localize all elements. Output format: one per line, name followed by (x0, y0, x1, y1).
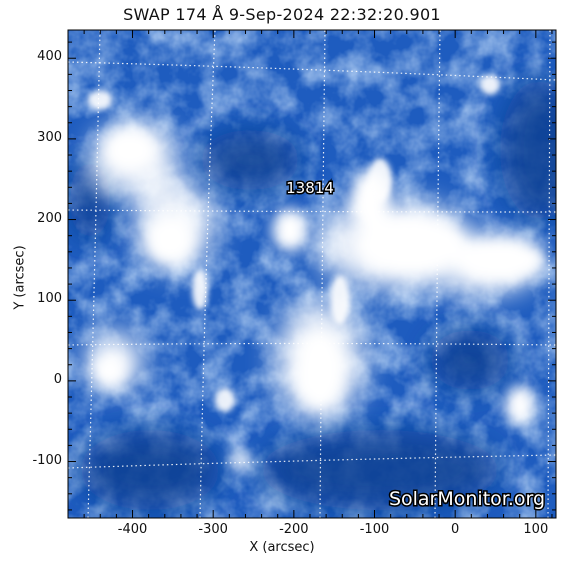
image-title: SWAP 174 Å 9-Sep-2024 22:32:20.901 (123, 5, 441, 24)
x-axis-label: X (arcsec) (249, 540, 315, 555)
x-tick-label: 100 (523, 522, 549, 537)
heliographic-grid (68, 30, 556, 518)
euv-image (68, 30, 556, 518)
y-tick-label: 100 (37, 291, 62, 307)
axis-ticks (67, 30, 556, 518)
y-tick-label: 200 (37, 210, 62, 226)
plot-frame (67, 29, 557, 519)
y-axis-label: Y (arcsec) (12, 245, 28, 310)
y-tick-label: 300 (37, 129, 62, 145)
y-tick-label: 0 (53, 371, 62, 387)
x-tick-label: -200 (279, 522, 309, 537)
x-tick-label: -400 (117, 522, 148, 537)
active-region-label: 13814 (286, 179, 334, 197)
y-tick-label: -100 (32, 452, 62, 468)
y-tick-label: 400 (37, 49, 62, 65)
x-tick-label: -100 (359, 522, 390, 537)
x-tick-label: -300 (198, 522, 228, 537)
x-tick-label: 0 (451, 522, 460, 537)
solarmonitor-watermark: SolarMonitor.org (389, 488, 545, 510)
